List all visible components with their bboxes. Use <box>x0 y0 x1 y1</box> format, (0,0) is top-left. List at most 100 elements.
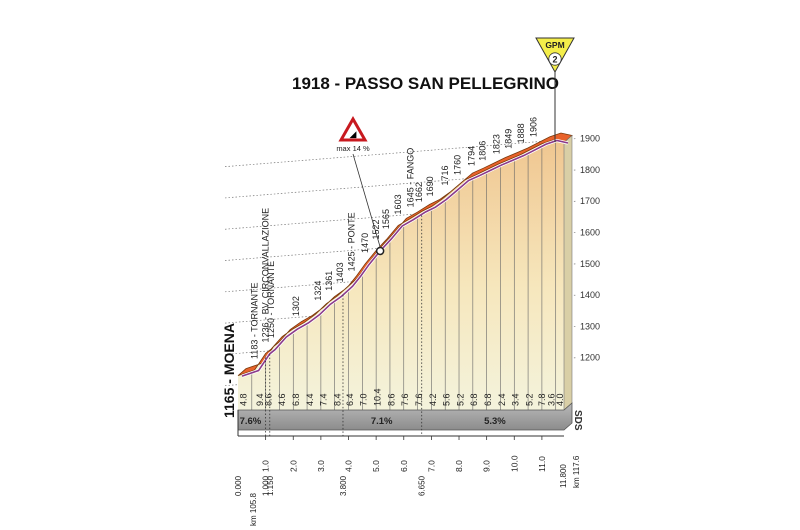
point-labels: 1183 - TORNANTE 1236 - BV. CIRCONVALLAZIO… <box>250 117 539 359</box>
altitude-label: 1522 <box>371 219 381 239</box>
segment-gradient: 4.8 <box>239 393 249 406</box>
steep-glyph: ◢ <box>350 129 357 139</box>
km-start-label: km 105.8 <box>249 493 258 526</box>
gpm-category-circle <box>548 52 562 66</box>
km-end-label: km 117.6 <box>572 455 581 488</box>
altitude-label: 1236 - BV. CIRCONVALLAZIONE <box>261 208 271 343</box>
segment-gradient: 7.0 <box>359 393 369 406</box>
altitude-label: 1250 - TORNANTE <box>266 261 276 338</box>
x-tick-label: 9.0 <box>482 460 492 472</box>
km-end-distance: 11.800 <box>559 464 568 488</box>
segment-gradient: 2.4 <box>497 393 507 406</box>
x-tick-label: 7.0 <box>426 460 436 472</box>
altitude-label: 1849 <box>504 129 514 149</box>
x-tick-label: 6.0 <box>399 460 409 472</box>
segment-gradient: 3.6 <box>547 393 557 406</box>
segment-gradient: 7.4 <box>319 393 329 406</box>
profile-side-wall <box>563 134 573 411</box>
average-gradient: 7.1% <box>371 416 393 427</box>
y-tick-label: 1700 <box>580 196 600 206</box>
altitude-label: 1361 <box>324 271 334 291</box>
steep-point-marker <box>375 246 385 256</box>
altitude-label: 1302 <box>291 296 301 316</box>
axes: 1200 1300 1400 1500 1600 1700 1800 1900 1.0 2.0 3.… <box>234 134 600 496</box>
segment-gradient: 8.4 <box>332 393 342 406</box>
y-tick-label: 1500 <box>580 259 600 269</box>
sds-label: SDS <box>572 410 583 431</box>
start-label: 1165 - MOENA <box>221 323 237 418</box>
x-tick-label: 2.0 <box>288 460 298 472</box>
y-tick-label: 1200 <box>580 353 600 363</box>
altitude-label: 1470 <box>360 233 370 253</box>
y-tick-label: 1600 <box>580 228 600 238</box>
altitude-label: 1806 <box>478 141 488 161</box>
road-line <box>241 139 569 377</box>
segment-gradient: 8.6 <box>386 393 396 406</box>
gpm-label: GPM <box>545 40 564 50</box>
steep-pointer-line <box>352 153 381 248</box>
altitude-label: 1823 <box>491 134 501 154</box>
steep-label: max 14 % <box>336 144 370 153</box>
y-tick-label: 1300 <box>580 321 600 331</box>
segment-gradient: 9.4 <box>255 393 265 406</box>
profile-road <box>241 138 569 378</box>
segment-gradient: 10.4 <box>373 388 383 406</box>
x-tick-label: 4.0 <box>344 460 354 472</box>
altitude-label: 1760 <box>453 155 463 175</box>
segment-gradient: 7.6 <box>414 393 424 406</box>
segment-gradient: 5.6 <box>442 393 452 406</box>
segment-gradient: 7.6 <box>400 393 410 406</box>
altitude-label: 1794 <box>466 146 476 166</box>
profile-fill <box>238 140 564 411</box>
altitude-label: 1403 <box>335 262 345 282</box>
altitude-label: 1603 <box>393 194 403 214</box>
x-tick-label: 10.0 <box>509 455 519 472</box>
gridline <box>224 138 577 167</box>
altitude-label: 1183 - TORNANTE <box>250 282 260 359</box>
segment-gradient: 7.8 <box>537 393 547 406</box>
altitude-label: 1645 - FANGO <box>406 148 416 208</box>
altitude-label: 1425 - PONTE <box>346 212 356 271</box>
segment-gradient: 4.0 <box>555 393 565 406</box>
altitude-label: 1906 <box>529 117 539 137</box>
altitude-label: 1690 <box>425 176 435 196</box>
segment-gradient: 4.4 <box>305 393 315 406</box>
y-tick-label: 1400 <box>580 290 600 300</box>
profile-base <box>237 402 573 437</box>
km-marker-label: 6.650 <box>418 475 427 496</box>
gridline <box>224 169 577 199</box>
segment-gradient: 6.4 <box>345 393 355 406</box>
gridline <box>224 200 577 230</box>
segment-gradient: 6.8 <box>291 393 301 406</box>
x-tick-label: 3.0 <box>316 460 326 472</box>
km-vertical-lines <box>251 142 557 410</box>
y-tick-label: 1900 <box>580 134 600 144</box>
x-tick-label: 5.0 <box>371 460 381 472</box>
x-tick-label: 1.0 <box>261 460 271 472</box>
km-marker-label: 1.000 <box>262 475 271 496</box>
x-tick-label: 8.0 <box>454 460 464 472</box>
segment-gradient: 6.8 <box>483 393 493 406</box>
segment-gradient: 5.2 <box>524 393 534 406</box>
altitude-label: 1888 <box>516 123 526 143</box>
altitude-label: 1716 <box>440 165 450 185</box>
segment-gradient: 4.6 <box>277 393 287 406</box>
segment-gradient: 8.6 <box>263 393 273 406</box>
km-marker-label: 1.150 <box>266 475 275 496</box>
steep-triangle <box>338 115 368 142</box>
km-marker-label: 3.800 <box>339 475 348 496</box>
segment-gradient: 5.2 <box>455 393 465 406</box>
y-tick-label: 1800 <box>580 165 600 175</box>
altitude-label: 1324 <box>313 281 323 301</box>
average-gradient: 5.3% <box>484 416 506 427</box>
segment-gradient-labels: 4.8 9.48.6 4.6 6.8 4.4 7.4 8.4 6.4 7.0 10.4 8.6 7.6… <box>239 388 565 427</box>
steep-sign: ◢ max 14 % <box>336 115 370 153</box>
altitude-label: 1662 <box>414 182 424 202</box>
segment-gradient: 4.2 <box>428 393 438 406</box>
gpm-category: 2 <box>552 55 557 65</box>
gpm-badge: GPM 2 <box>535 37 575 74</box>
segment-gradient: 3.4 <box>511 393 521 406</box>
chart-title: 1918 - PASSO SAN PELLEGRINO <box>292 74 559 93</box>
km-marker-label: 0.000 <box>234 475 243 496</box>
x-tick-label: 11.0 <box>537 456 547 472</box>
